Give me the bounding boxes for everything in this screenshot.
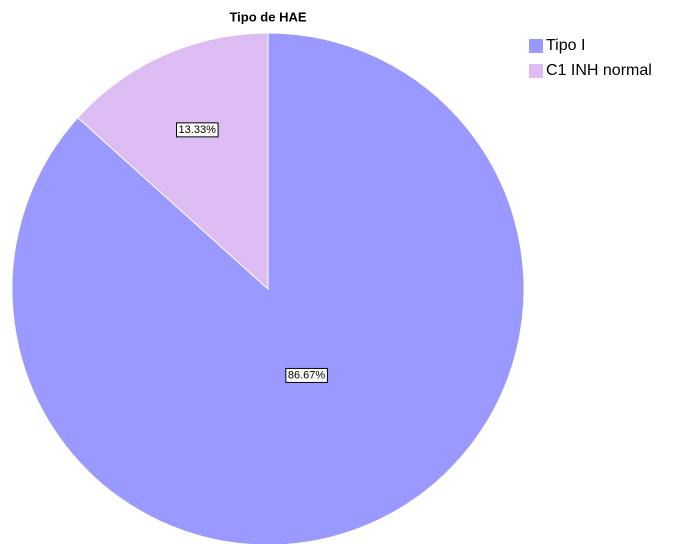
- pie-slice: [11, 32, 525, 544]
- chart-title: Tipo de HAE: [229, 9, 306, 24]
- legend-swatch: [529, 39, 543, 53]
- legend-swatch: [529, 64, 543, 78]
- legend-label: Tipo I: [546, 37, 585, 54]
- legend-label: C1 INH normal: [546, 62, 652, 79]
- pie-slice: [77, 32, 269, 291]
- value-label: 86.67%: [288, 369, 326, 381]
- value-label-box: [176, 122, 219, 138]
- value-label-box: [285, 367, 328, 383]
- value-label: 13.33%: [179, 124, 217, 136]
